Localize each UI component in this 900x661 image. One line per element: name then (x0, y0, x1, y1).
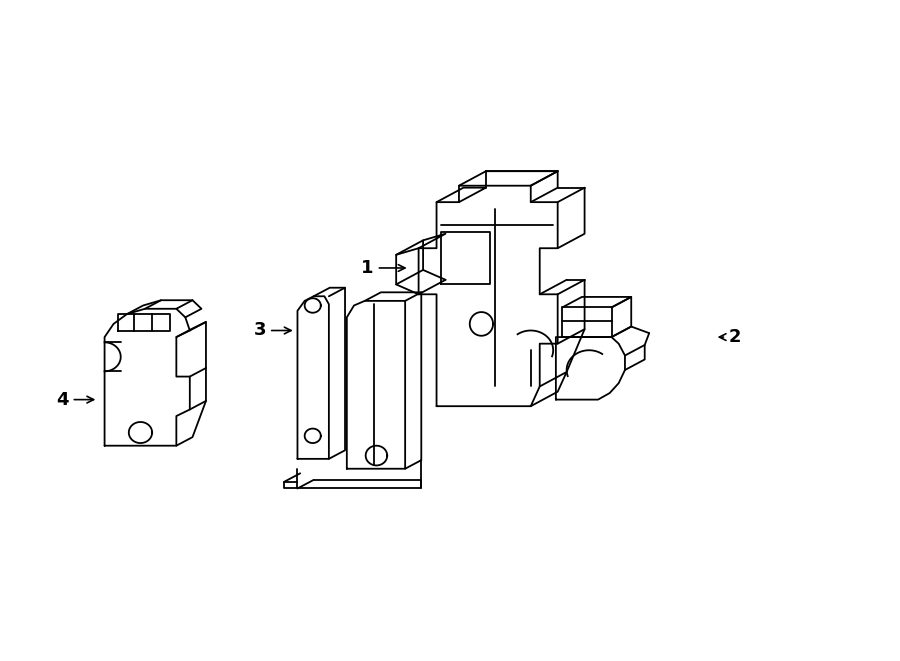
Text: 1: 1 (361, 259, 405, 277)
Text: 2: 2 (719, 328, 742, 346)
Text: 4: 4 (56, 391, 94, 408)
Text: 3: 3 (254, 321, 291, 340)
